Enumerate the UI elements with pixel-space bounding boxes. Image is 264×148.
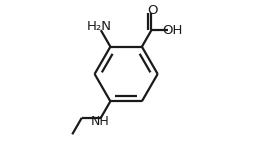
- Text: OH: OH: [163, 24, 183, 37]
- Text: H₂N: H₂N: [87, 20, 112, 33]
- Text: NH: NH: [91, 115, 110, 128]
- Text: O: O: [148, 4, 158, 17]
